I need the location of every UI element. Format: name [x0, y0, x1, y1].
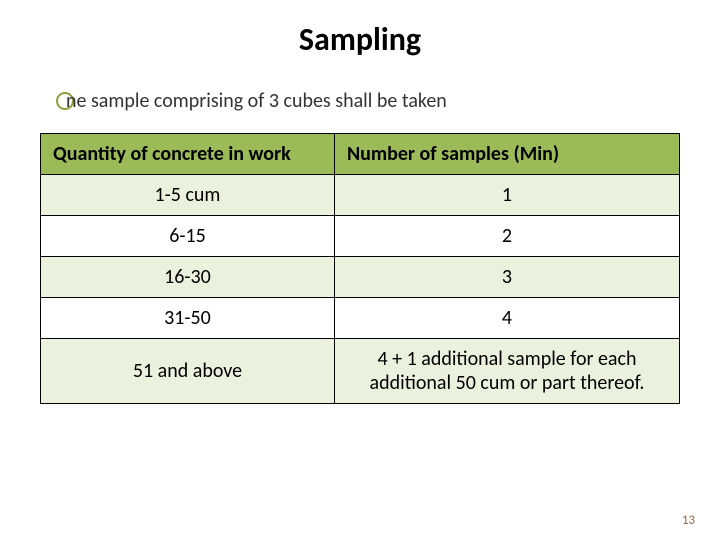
table-body: 1-5 cum 1 6-15 2 16-30 3 31-50 4 51 and …	[41, 175, 680, 404]
cell-quantity: 1-5 cum	[41, 175, 335, 216]
table-row: 16-30 3	[41, 257, 680, 298]
cell-quantity: 16-30	[41, 257, 335, 298]
cell-samples: 1	[334, 175, 679, 216]
table-row: 51 and above 4 + 1 additional sample for…	[41, 339, 680, 404]
cell-samples: 4 + 1 additional sample for each additio…	[334, 339, 679, 404]
table-row: 31-50 4	[41, 298, 680, 339]
col-header-quantity: Quantity of concrete in work	[41, 134, 335, 175]
page-title: Sampling	[40, 20, 680, 59]
cell-quantity: 31-50	[41, 298, 335, 339]
col-header-samples: Number of samples (Min)	[334, 134, 679, 175]
bullet-item: ne sample comprising of 3 cubes shall be…	[40, 89, 680, 113]
cell-samples: 2	[334, 216, 679, 257]
table-row: 1-5 cum 1	[41, 175, 680, 216]
cell-samples: 3	[334, 257, 679, 298]
table-row: 6-15 2	[41, 216, 680, 257]
cell-samples: 4	[334, 298, 679, 339]
cell-quantity: 51 and above	[41, 339, 335, 404]
sampling-table: Quantity of concrete in work Number of s…	[40, 133, 680, 404]
page-number: 13	[682, 513, 695, 528]
bullet-text: ne sample comprising of 3 cubes shall be…	[66, 89, 447, 113]
table-header-row: Quantity of concrete in work Number of s…	[41, 134, 680, 175]
cell-quantity: 6-15	[41, 216, 335, 257]
